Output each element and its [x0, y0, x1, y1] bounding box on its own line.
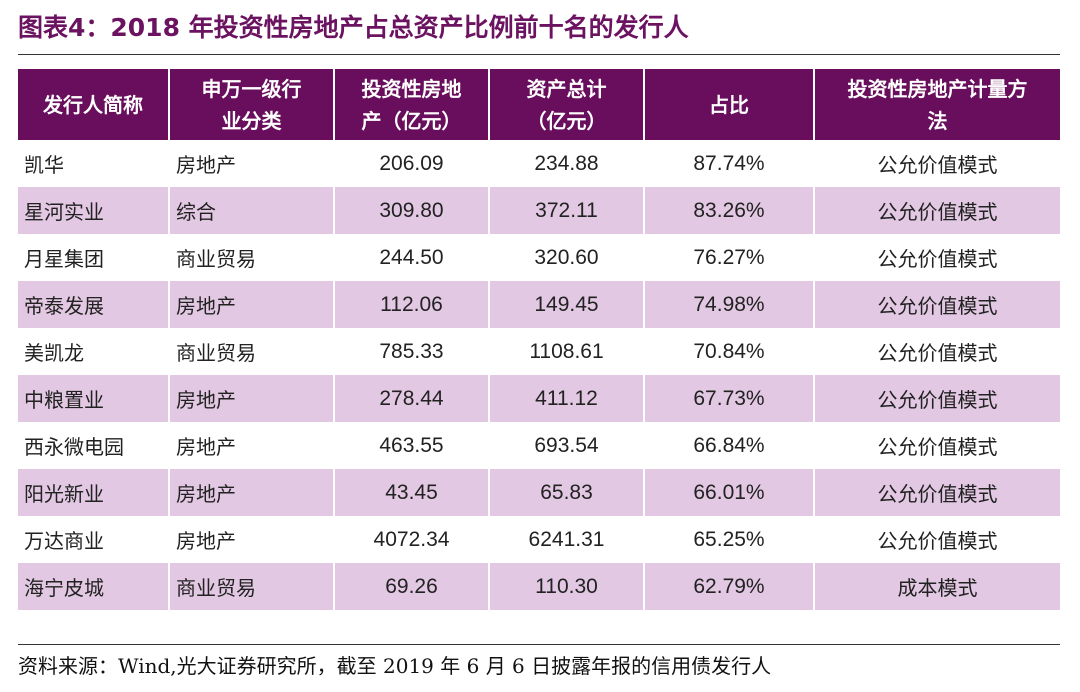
header-text: 资产总计: [526, 76, 607, 101]
table-cell: 万达商业: [18, 516, 170, 563]
header-cell: 资产总计 （亿元）: [490, 69, 645, 140]
table-cell: 公允价值模式: [877, 341, 998, 365]
table-cell: 公允价值模式: [877, 435, 998, 459]
header-text: 投资性房地产计量方: [847, 76, 1028, 101]
table-cell: 87.74%: [645, 140, 815, 187]
header-text: 法: [927, 108, 948, 133]
table-row: 凯华 房地产 206.09 234.88 87.74% 公允价值模式: [18, 140, 1060, 187]
table-cell: 综合: [170, 187, 335, 234]
table-cell: 309.80: [335, 187, 490, 234]
table-cell: 公允价值模式: [815, 281, 1060, 328]
table-cell: 房地产: [170, 516, 335, 563]
table-cell: 43.45: [335, 469, 490, 516]
title-rule: [18, 54, 1060, 55]
source-note: 资料来源：Wind,光大证券研究所，截至 2019 年 6 月 6 日披露年报的…: [18, 654, 772, 678]
table-cell: 67.73%: [645, 375, 815, 422]
table-cell: 公允价值模式: [815, 469, 1060, 516]
table-cell: 房地产: [170, 281, 335, 328]
table-row: 中粮置业 房地产 278.44 411.12 67.73% 公允价值模式: [18, 375, 1060, 422]
header-cell: 投资性房地产计量方法: [815, 69, 1060, 140]
table-cell: 房地产: [170, 375, 335, 422]
table-cell: 234.88: [490, 140, 645, 187]
table-cell: 房地产: [170, 469, 335, 516]
table-cell: 中粮置业: [18, 375, 170, 422]
table-cell: 公允价值模式: [815, 187, 1060, 234]
header-text: 产（亿元）: [361, 108, 462, 133]
table-cell: 83.26%: [645, 187, 815, 234]
source-rule: [18, 644, 1060, 645]
table-cell: 6241.31: [490, 516, 645, 563]
table-cell: 76.27%: [645, 234, 815, 281]
header-cell: 发行人简称: [18, 69, 170, 140]
table-cell: 4072.34: [335, 516, 490, 563]
table-cell: 公允价值模式: [877, 153, 998, 177]
table-cell: 320.60: [490, 234, 645, 281]
title: 图表4：2018 年投资性房地产占总资产比例前十名的发行人: [18, 13, 689, 42]
table-cell: 278.44: [335, 375, 490, 422]
table-cell: 69.26: [335, 563, 490, 610]
table-row: 星河实业 综合 309.80 372.11 83.26% 公允价值模式: [18, 187, 1060, 234]
table-cell: 月星集团: [18, 234, 170, 281]
table-cell: 公允价值模式: [877, 529, 998, 553]
table-cell: 372.11: [490, 187, 645, 234]
table-cell: 西永微电园: [18, 422, 170, 469]
header-text: 占比: [709, 92, 749, 117]
table-cell: 公允价值模式: [877, 247, 998, 271]
table-cell: 1108.61: [490, 328, 645, 375]
table-cell: 62.79%: [645, 563, 815, 610]
table-body: 凯华 房地产 206.09 234.88 87.74% 公允价值模式 星河实业 综合 309.8…: [18, 140, 1060, 610]
table-cell: 74.98%: [645, 281, 815, 328]
header-text: （亿元）: [526, 108, 607, 133]
table-row: 月星集团 商业贸易 244.50 320.60 76.27% 公允价值模式: [18, 234, 1060, 281]
header-text: 发行人简称: [43, 92, 143, 117]
table-cell: 阳光新业: [18, 469, 170, 516]
header-cell: 申万一级行 业分类: [170, 69, 335, 140]
table-cell: 66.84%: [645, 422, 815, 469]
table-cell: 411.12: [490, 375, 645, 422]
table-cell: 70.84%: [645, 328, 815, 375]
table-cell: 66.01%: [645, 469, 815, 516]
table-cell: 112.06: [335, 281, 490, 328]
table-cell: 成本模式: [815, 563, 1060, 610]
header-row: 发行人简称 申万一级行 业分类 投资性房地 产（亿元） 资产总计 （亿元） 占比 投资性房地产计…: [18, 69, 1060, 140]
header-cell: 占比: [645, 69, 815, 140]
table-row: 万达商业 房地产 4072.34 6241.31 65.25% 公允价值模式: [18, 516, 1060, 563]
table-cell: 海宁皮城: [18, 563, 170, 610]
table-row: 西永微电园 房地产 463.55 693.54 66.84% 公允价值模式: [18, 422, 1060, 469]
table-cell: 星河实业: [18, 187, 170, 234]
table-cell: 693.54: [490, 422, 645, 469]
table-cell: 帝泰发展: [18, 281, 170, 328]
table-cell: 房地产: [170, 140, 335, 187]
table-cell: 房地产: [170, 422, 335, 469]
table-row: 帝泰发展 房地产 112.06 149.45 74.98% 公允价值模式: [18, 281, 1060, 328]
header-cell: 投资性房地产（亿元）: [335, 69, 490, 140]
table-cell: 149.45: [490, 281, 645, 328]
table-cell: 244.50: [335, 234, 490, 281]
table-cell: 商业贸易: [170, 234, 335, 281]
table-row: 美凯龙 商业贸易 785.33 1108.61 70.84% 公允价值模式: [18, 328, 1060, 375]
table-cell: 65.83: [490, 469, 645, 516]
table-row: 阳光新业 房地产 43.45 65.83 66.01% 公允价值模式: [18, 469, 1060, 516]
header-text: 投资性房地: [361, 76, 462, 101]
table-cell: 美凯龙: [18, 328, 170, 375]
table-cell: 110.30: [490, 563, 645, 610]
table-cell: 65.25%: [645, 516, 815, 563]
table-cell: 商业贸易: [170, 328, 335, 375]
table-cell: 商业贸易: [170, 563, 335, 610]
data-table: 发行人简称 申万一级行 业分类 投资性房地 产（亿元） 资产总计 （亿元） 占比 投资性房地产计…: [18, 69, 1060, 610]
table-cell: 公允价值模式: [815, 375, 1060, 422]
table-cell: 206.09: [335, 140, 490, 187]
table-cell: 凯华: [18, 140, 170, 187]
table-cell: 785.33: [335, 328, 490, 375]
table-cell: 463.55: [335, 422, 490, 469]
table-row: 海宁皮城 商业贸易 69.26 110.30 62.79% 成本模式: [18, 563, 1060, 610]
header-text: 业分类: [221, 108, 282, 133]
header-text: 申万一级行: [201, 76, 302, 101]
